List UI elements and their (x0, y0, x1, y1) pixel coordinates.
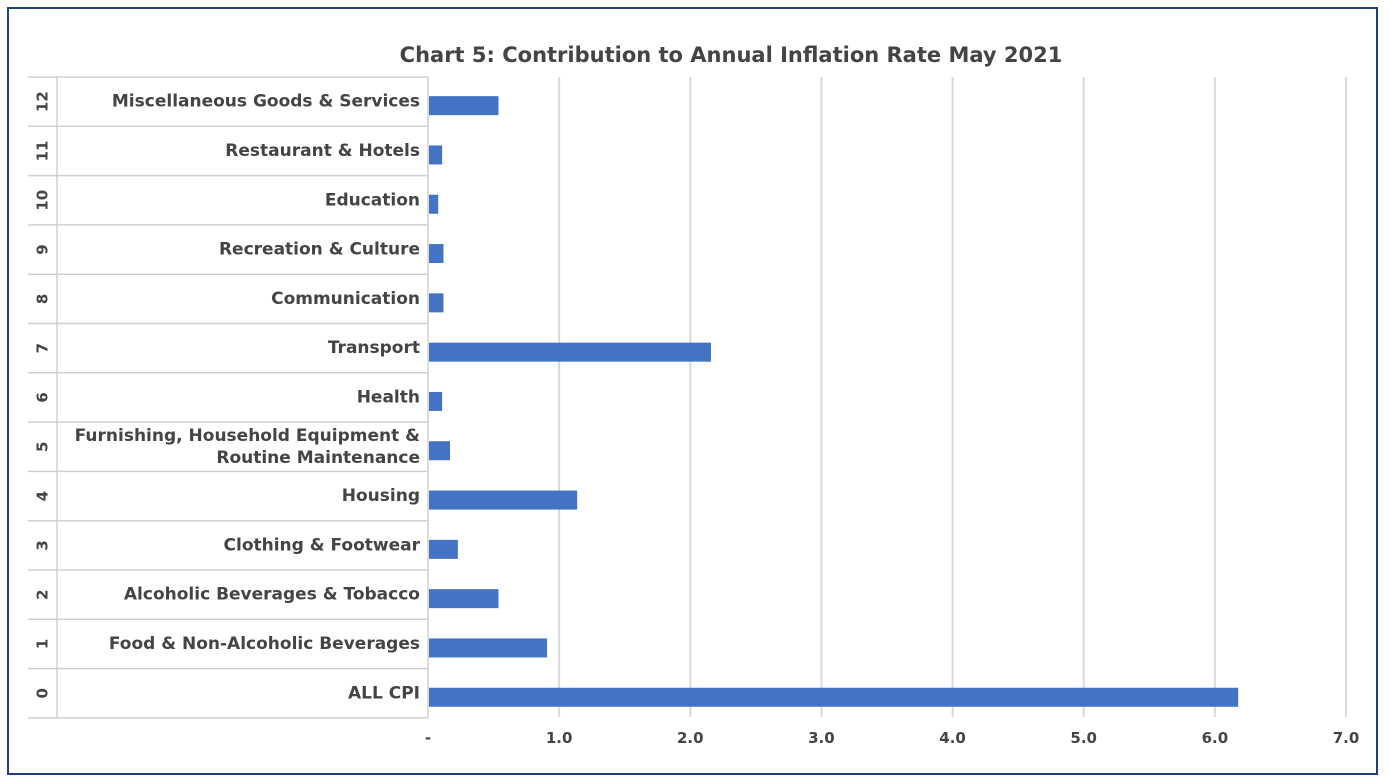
category-label: Restaurant & Hotels (225, 141, 420, 161)
category-label: Alcoholic Beverages & Tobacco (124, 585, 420, 605)
x-tick-label: 6.0 (1202, 729, 1229, 747)
bar (429, 589, 499, 609)
bar (429, 441, 450, 461)
category-label: Clothing & Footwear (224, 535, 421, 555)
x-tick-label: 4.0 (939, 729, 966, 747)
bar (429, 293, 444, 313)
chart-title: Chart 5: Contribution to Annual Inflatio… (400, 43, 1063, 67)
gridlines (558, 77, 1347, 717)
bar (429, 244, 444, 264)
bar (429, 687, 1239, 707)
category-number: 8 (34, 294, 52, 304)
category-label: Miscellaneous Goods & Services (112, 92, 420, 112)
category-label: Food & Non-Alcoholic Beverages (109, 634, 420, 654)
x-tick-label: 7.0 (1333, 729, 1360, 747)
category-number: 5 (34, 442, 52, 452)
category-number: 7 (34, 343, 52, 353)
category-label: Education (325, 190, 420, 210)
x-tick-label: - (425, 729, 431, 747)
bar (429, 145, 443, 165)
x-tick-label: 1.0 (546, 729, 573, 747)
category-label: Furnishing, Household Equipment & (75, 426, 421, 446)
category-number: 9 (34, 244, 52, 254)
bar (429, 342, 711, 362)
category-number: 4 (34, 491, 52, 501)
bar (429, 391, 443, 411)
bar-series (429, 96, 1239, 707)
category-label: Communication (271, 289, 420, 309)
category-label: ALL CPI (348, 683, 420, 703)
category-number: 3 (34, 540, 52, 550)
x-tick-label: 5.0 (1070, 729, 1097, 747)
category-label: Recreation & Culture (219, 240, 420, 260)
category-number: 1 (34, 639, 52, 649)
chart-frame (7, 7, 1378, 775)
x-tick-label: 2.0 (677, 729, 704, 747)
category-number: 10 (34, 190, 52, 211)
bar (429, 539, 458, 559)
bar (429, 96, 499, 116)
category-label: Transport (328, 338, 420, 358)
category-label: Routine Maintenance (216, 448, 420, 468)
bar (429, 194, 439, 214)
category-number: 12 (34, 91, 52, 112)
category-label: Housing (342, 486, 420, 506)
category-number: 6 (34, 392, 52, 402)
bar (429, 638, 548, 658)
bar (429, 490, 578, 510)
category-number: 2 (34, 589, 52, 599)
category-number: 0 (34, 688, 52, 698)
category-label: Health (357, 387, 420, 407)
x-axis-ticks: - 1.0 2.0 3.0 4.0 5.0 6.0 7.0 (425, 729, 1359, 747)
category-number: 11 (34, 141, 52, 162)
x-tick-label: 3.0 (808, 729, 835, 747)
